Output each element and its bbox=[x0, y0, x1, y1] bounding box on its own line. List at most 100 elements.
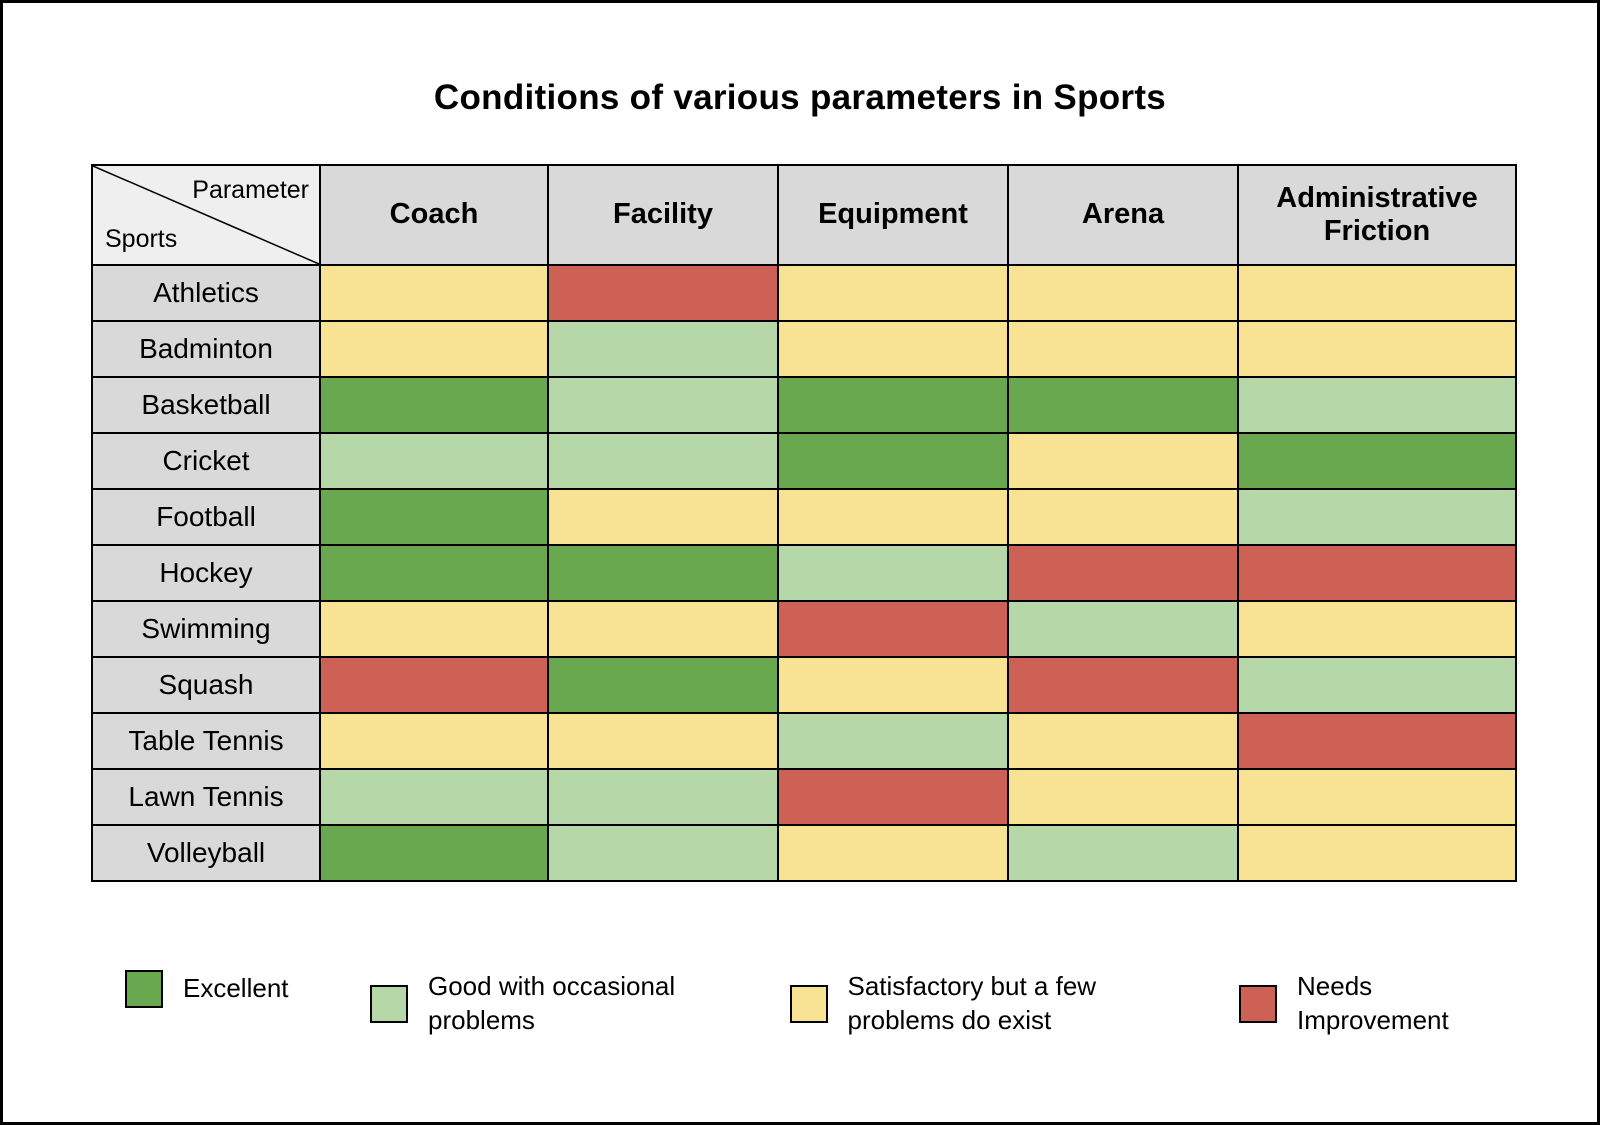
row-label: Basketball bbox=[91, 376, 321, 434]
heatmap-body: Athletics Badminton Basketball Cricket Footb… bbox=[91, 264, 1517, 882]
heatmap-cell-excellent bbox=[319, 544, 549, 602]
heatmap-cell-excellent bbox=[777, 432, 1009, 490]
heatmap-table: Parameter Sports Coach Facility Equipment A… bbox=[91, 164, 1517, 882]
row-label: Hockey bbox=[91, 544, 321, 602]
heatmap-cell-good bbox=[1237, 656, 1517, 714]
heatmap-cell-satisfactory bbox=[1007, 432, 1239, 490]
heatmap-cell-good bbox=[319, 768, 549, 826]
heatmap-cell-good bbox=[1007, 600, 1239, 658]
heatmap-cell-good bbox=[1237, 376, 1517, 434]
header-row: Parameter Sports Coach Facility Equipment A… bbox=[91, 164, 1517, 266]
heatmap-cell-satisfactory bbox=[1007, 768, 1239, 826]
heatmap-cell-satisfactory bbox=[777, 320, 1009, 378]
table-row: Badminton bbox=[91, 320, 1517, 378]
table-row: Basketball bbox=[91, 376, 1517, 434]
legend-swatch-needs bbox=[1239, 984, 1277, 1023]
legend-label: Good with occasional problems bbox=[428, 971, 676, 1035]
heatmap-cell-excellent bbox=[547, 544, 779, 602]
heatmap-cell-needs bbox=[1237, 544, 1517, 602]
row-label: Lawn Tennis bbox=[91, 768, 321, 826]
row-label: Squash bbox=[91, 656, 321, 714]
heatmap-cell-satisfactory bbox=[547, 712, 779, 770]
table-row: Football bbox=[91, 488, 1517, 546]
heatmap-cell-satisfactory bbox=[319, 320, 549, 378]
table-row: Squash bbox=[91, 656, 1517, 714]
legend-swatch-excellent bbox=[125, 970, 163, 1008]
row-label: Athletics bbox=[91, 264, 321, 322]
heatmap-cell-needs bbox=[777, 600, 1009, 658]
heatmap-cell-excellent bbox=[1237, 432, 1517, 490]
heatmap-cell-satisfactory bbox=[1237, 600, 1517, 658]
table-row: Volleyball bbox=[91, 824, 1517, 882]
legend-swatch-satisfactory bbox=[789, 984, 828, 1023]
heatmap-cell-excellent bbox=[777, 376, 1009, 434]
column-header: Coach bbox=[319, 164, 549, 266]
heatmap-cell-satisfactory bbox=[1237, 320, 1517, 378]
row-label: Badminton bbox=[91, 320, 321, 378]
heatmap-cell-satisfactory bbox=[1237, 824, 1517, 882]
column-header: Equipment bbox=[777, 164, 1009, 266]
heatmap-cell-satisfactory bbox=[319, 712, 549, 770]
heatmap-cell-good bbox=[547, 376, 779, 434]
heatmap-cell-good bbox=[777, 712, 1009, 770]
legend-item-needs: Needs Improvement bbox=[1239, 970, 1507, 1038]
heatmap-cell-satisfactory bbox=[1007, 264, 1239, 322]
heatmap-cell-needs bbox=[1007, 544, 1239, 602]
heatmap-cell-satisfactory bbox=[1007, 712, 1239, 770]
heatmap-cell-excellent bbox=[319, 488, 549, 546]
heatmap-cell-excellent bbox=[547, 656, 779, 714]
heatmap-cell-satisfactory bbox=[319, 600, 549, 658]
heatmap-cell-good bbox=[1007, 824, 1239, 882]
heatmap-cell-good bbox=[547, 432, 779, 490]
heatmap-cell-satisfactory bbox=[547, 600, 779, 658]
corner-cell: Parameter Sports bbox=[91, 164, 321, 266]
heatmap-cell-satisfactory bbox=[547, 488, 779, 546]
column-header: Facility bbox=[547, 164, 779, 266]
corner-sports-label: Sports bbox=[105, 225, 178, 253]
table-row: Cricket bbox=[91, 432, 1517, 490]
legend-label: Satisfactory but a few problems do exist bbox=[847, 971, 1097, 1035]
table-row: Swimming bbox=[91, 600, 1517, 658]
heatmap-cell-satisfactory bbox=[319, 264, 549, 322]
heatmap-cell-satisfactory bbox=[777, 656, 1009, 714]
table-row: Athletics bbox=[91, 264, 1517, 322]
heatmap-cell-satisfactory bbox=[777, 824, 1009, 882]
legend-item-excellent: Excellent bbox=[125, 970, 289, 1008]
heatmap-cell-good bbox=[777, 544, 1009, 602]
heatmap-cell-satisfactory bbox=[777, 264, 1009, 322]
diagonal-divider bbox=[93, 166, 319, 264]
corner-parameter-label: Parameter bbox=[192, 176, 309, 204]
heatmap-cell-satisfactory bbox=[1007, 488, 1239, 546]
legend: Excellent Good with occasional problems Sa… bbox=[125, 970, 1507, 1038]
heatmap-cell-needs bbox=[1237, 712, 1517, 770]
row-label: Table Tennis bbox=[91, 712, 321, 770]
column-header: Arena bbox=[1007, 164, 1239, 266]
heatmap-cell-excellent bbox=[319, 376, 549, 434]
row-label: Volleyball bbox=[91, 824, 321, 882]
heatmap-cell-needs bbox=[1007, 656, 1239, 714]
row-label: Football bbox=[91, 488, 321, 546]
column-header: Administrative Friction bbox=[1237, 164, 1517, 266]
heatmap-cell-needs bbox=[547, 264, 779, 322]
table-row: Hockey bbox=[91, 544, 1517, 602]
heatmap-cell-needs bbox=[777, 768, 1009, 826]
row-label: Swimming bbox=[91, 600, 321, 658]
legend-swatch-good bbox=[370, 984, 408, 1023]
legend-label: Excellent bbox=[183, 973, 289, 1004]
heatmap-cell-satisfactory bbox=[777, 488, 1009, 546]
heatmap-cell-excellent bbox=[319, 824, 549, 882]
heatmap-cell-satisfactory bbox=[1237, 264, 1517, 322]
legend-item-satisfactory: Satisfactory but a few problems do exist bbox=[789, 970, 1158, 1038]
legend-item-good: Good with occasional problems bbox=[370, 970, 708, 1038]
page-title: Conditions of various parameters in Spor… bbox=[433, 78, 1167, 117]
heatmap-cell-excellent bbox=[1007, 376, 1239, 434]
heatmap-cell-good bbox=[547, 320, 779, 378]
table-row: Table Tennis bbox=[91, 712, 1517, 770]
row-label: Cricket bbox=[91, 432, 321, 490]
legend-label: Needs Improvement bbox=[1297, 971, 1449, 1035]
heatmap-cell-satisfactory bbox=[1007, 320, 1239, 378]
heatmap-cell-good bbox=[1237, 488, 1517, 546]
heatmap-cell-good bbox=[547, 824, 779, 882]
heatmap-cell-good bbox=[319, 432, 549, 490]
